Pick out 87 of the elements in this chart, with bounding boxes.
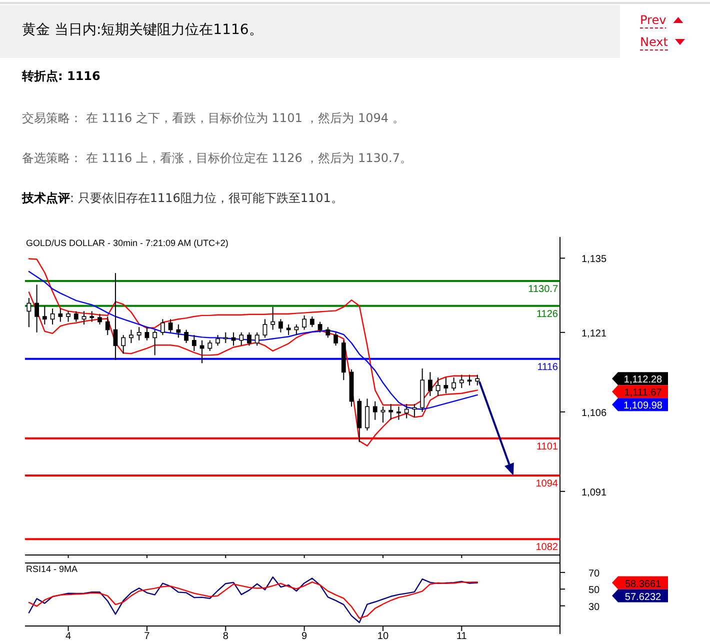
candlestick bbox=[326, 326, 330, 338]
candlestick bbox=[396, 406, 401, 420]
candlestick bbox=[380, 406, 386, 423]
candlestick bbox=[302, 314, 306, 330]
ref-line-label: 1126 bbox=[536, 308, 558, 320]
candlestick bbox=[66, 310, 70, 322]
text: 交易策略： 在 1116 之下，看跌，目标价位为 1101 ，然后为 1094 。 bbox=[22, 111, 404, 125]
candlestick bbox=[436, 376, 440, 396]
candlestick bbox=[168, 318, 173, 333]
text: 转折点: 1116 bbox=[21, 69, 100, 83]
candlestick bbox=[152, 329, 158, 356]
candlestick bbox=[428, 372, 432, 396]
candlestick bbox=[444, 376, 448, 394]
candlestick bbox=[452, 376, 456, 392]
y-tick-label: 30 bbox=[588, 602, 600, 613]
candlestick bbox=[176, 324, 181, 338]
candlestick bbox=[74, 310, 78, 322]
x-tick-label: 9 bbox=[302, 631, 308, 641]
candlestick bbox=[223, 332, 228, 344]
candlestick bbox=[412, 403, 417, 418]
text: 57.6232 bbox=[624, 592, 662, 603]
x-tick-label: 11 bbox=[456, 631, 468, 641]
text: 黄金 当日内:短期关键阻力位在1116。 bbox=[22, 22, 263, 38]
candlestick bbox=[160, 318, 165, 336]
x-tick-label: 8 bbox=[222, 631, 229, 641]
candlestick bbox=[270, 306, 276, 330]
y-tick-label: 1,135 bbox=[581, 254, 607, 266]
x-tick-label: 10 bbox=[377, 631, 389, 641]
candlestick bbox=[208, 340, 212, 352]
ref-line-label: 1130.7 bbox=[528, 284, 558, 295]
candlestick bbox=[34, 284, 39, 333]
ref-line-label: 1094 bbox=[536, 478, 558, 490]
y-tick-label: 70 bbox=[588, 568, 600, 580]
candlestick bbox=[192, 334, 196, 352]
candlestick bbox=[247, 332, 252, 346]
candlestick bbox=[42, 305, 47, 325]
candlestick bbox=[318, 321, 322, 333]
candlestick bbox=[144, 326, 150, 341]
text: 1,109.98 bbox=[624, 400, 663, 412]
text: Prev bbox=[640, 13, 666, 27]
text: 58.3661 bbox=[624, 578, 662, 590]
text: Next bbox=[640, 35, 668, 49]
candlestick bbox=[105, 316, 110, 336]
chart-title: RSI14 - 9MA bbox=[26, 564, 78, 574]
candlestick bbox=[278, 318, 283, 333]
y-tick-label: 50 bbox=[588, 585, 600, 596]
candlestick bbox=[231, 332, 236, 346]
candlestick bbox=[372, 400, 378, 420]
candlestick bbox=[82, 310, 86, 325]
candlestick bbox=[262, 318, 268, 338]
candlestick bbox=[98, 313, 102, 325]
candlestick bbox=[388, 403, 394, 420]
ref-line-label: 1116 bbox=[537, 362, 558, 373]
y-tick-label: 1,121 bbox=[581, 328, 607, 340]
candlestick bbox=[365, 398, 370, 431]
candlestick bbox=[239, 332, 244, 346]
candlestick bbox=[294, 324, 299, 336]
x-tick-label: 4 bbox=[65, 631, 72, 641]
candlestick bbox=[121, 334, 126, 354]
candlestick bbox=[58, 308, 63, 322]
x-tick-label: 7 bbox=[144, 631, 150, 641]
candlestick bbox=[467, 374, 472, 386]
candlestick bbox=[254, 332, 260, 346]
text: 1,111.67 bbox=[624, 388, 662, 399]
candlestick bbox=[216, 334, 220, 346]
ref-line-label: 1082 bbox=[536, 542, 558, 554]
candlestick bbox=[200, 340, 204, 364]
candlestick bbox=[286, 324, 291, 336]
candlestick bbox=[136, 326, 142, 341]
ref-line-label: 1101 bbox=[536, 441, 558, 452]
candlestick bbox=[26, 297, 32, 328]
text: 备选策略： 在 1116 上，看涨，目标价位定在 1126 ，然后为 1130.7。 bbox=[22, 151, 412, 165]
candlestick bbox=[404, 403, 409, 419]
chart-title: GOLD/US DOLLAR - 30min - 7:21:09 AM (UTC+2) bbox=[26, 238, 228, 248]
candlestick bbox=[334, 332, 338, 346]
text: 技术点评: 只要依旧存在1116阻力位，很可能下跌至1101。 bbox=[21, 191, 343, 205]
candlestick bbox=[184, 329, 188, 344]
candlestick bbox=[459, 374, 464, 389]
candlestick bbox=[113, 272, 118, 360]
y-tick-label: 1,091 bbox=[581, 487, 607, 498]
text: 1,112.28 bbox=[624, 374, 663, 386]
candlestick bbox=[475, 374, 480, 386]
y-tick-label: 1,106 bbox=[581, 408, 607, 419]
candlestick bbox=[50, 308, 55, 325]
candlestick bbox=[310, 316, 314, 328]
candlestick bbox=[129, 329, 134, 344]
candlestick bbox=[90, 310, 94, 322]
